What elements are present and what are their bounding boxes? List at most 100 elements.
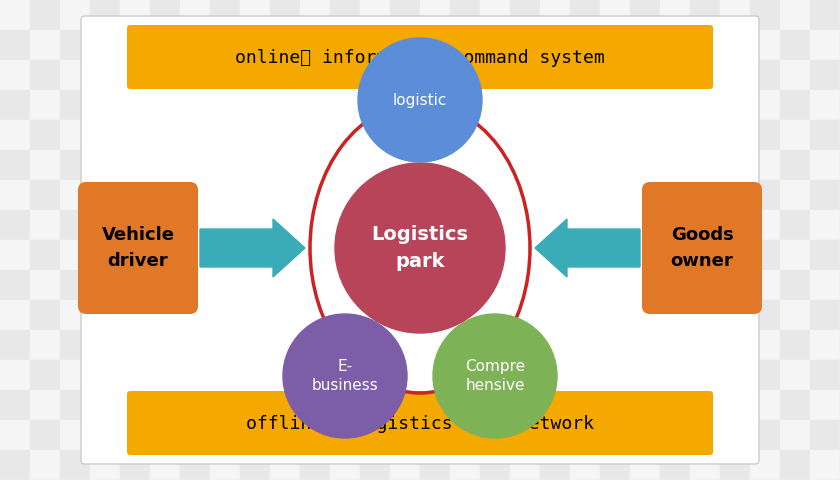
Bar <box>600 240 630 270</box>
Bar <box>390 90 420 120</box>
Bar <box>390 390 420 420</box>
Bar <box>420 420 450 450</box>
Bar <box>540 90 570 120</box>
Text: Logistics
park: Logistics park <box>371 225 469 271</box>
Bar <box>450 150 480 180</box>
Bar <box>630 420 660 450</box>
Bar <box>240 270 270 300</box>
Bar <box>420 270 450 300</box>
Bar <box>210 360 240 390</box>
Bar <box>150 360 180 390</box>
Bar <box>300 150 330 180</box>
Bar <box>750 330 780 360</box>
Bar <box>480 180 510 210</box>
Bar <box>810 90 840 120</box>
FancyBboxPatch shape <box>127 25 713 89</box>
Bar <box>60 270 90 300</box>
Bar <box>660 150 690 180</box>
Bar <box>270 120 300 150</box>
Bar <box>330 450 360 480</box>
Bar <box>330 390 360 420</box>
Bar <box>450 420 480 450</box>
Bar <box>570 210 600 240</box>
Bar <box>660 450 690 480</box>
Bar <box>390 180 420 210</box>
Bar <box>630 390 660 420</box>
Bar <box>570 450 600 480</box>
Bar <box>660 210 690 240</box>
Bar <box>720 330 750 360</box>
Bar <box>720 180 750 210</box>
Bar <box>600 60 630 90</box>
Bar <box>60 0 90 30</box>
Bar <box>240 300 270 330</box>
Bar <box>240 60 270 90</box>
Bar <box>780 300 810 330</box>
Bar <box>240 150 270 180</box>
Bar <box>690 150 720 180</box>
Bar <box>60 300 90 330</box>
Bar <box>480 330 510 360</box>
Bar <box>690 90 720 120</box>
Bar <box>90 450 120 480</box>
Circle shape <box>358 38 482 162</box>
Circle shape <box>335 163 505 333</box>
Bar <box>180 450 210 480</box>
Bar <box>30 360 60 390</box>
Bar <box>120 420 150 450</box>
Bar <box>750 390 780 420</box>
Bar <box>120 150 150 180</box>
Bar <box>600 420 630 450</box>
Bar <box>60 330 90 360</box>
Bar <box>420 390 450 420</box>
Bar <box>720 390 750 420</box>
Bar <box>720 60 750 90</box>
Bar <box>30 0 60 30</box>
Bar <box>30 210 60 240</box>
Bar <box>750 30 780 60</box>
Bar <box>480 420 510 450</box>
Bar <box>660 90 690 120</box>
Bar <box>510 90 540 120</box>
Bar <box>300 120 330 150</box>
Bar <box>720 0 750 30</box>
Bar <box>420 120 450 150</box>
Bar <box>780 390 810 420</box>
Bar <box>30 390 60 420</box>
Bar <box>600 180 630 210</box>
Bar <box>300 300 330 330</box>
Bar <box>90 30 120 60</box>
Bar <box>0 0 30 30</box>
Bar <box>600 330 630 360</box>
Bar <box>450 210 480 240</box>
Bar <box>120 390 150 420</box>
Bar <box>60 150 90 180</box>
Bar <box>390 60 420 90</box>
Bar <box>570 300 600 330</box>
Bar <box>90 420 120 450</box>
Bar <box>810 60 840 90</box>
Text: Goods
owner: Goods owner <box>670 227 733 269</box>
Bar <box>660 300 690 330</box>
Bar <box>360 90 390 120</box>
Bar <box>0 90 30 120</box>
Bar <box>810 390 840 420</box>
Bar <box>750 420 780 450</box>
Bar <box>570 390 600 420</box>
Bar <box>480 90 510 120</box>
Bar <box>300 30 330 60</box>
Bar <box>570 60 600 90</box>
Bar <box>360 0 390 30</box>
Bar <box>90 210 120 240</box>
Bar <box>330 120 360 150</box>
FancyBboxPatch shape <box>127 391 713 455</box>
Bar <box>90 300 120 330</box>
Bar <box>60 30 90 60</box>
Bar <box>210 90 240 120</box>
Bar <box>450 30 480 60</box>
Bar <box>360 300 390 330</box>
Bar <box>60 120 90 150</box>
Bar <box>330 300 360 330</box>
Bar <box>390 420 420 450</box>
Bar <box>180 360 210 390</box>
